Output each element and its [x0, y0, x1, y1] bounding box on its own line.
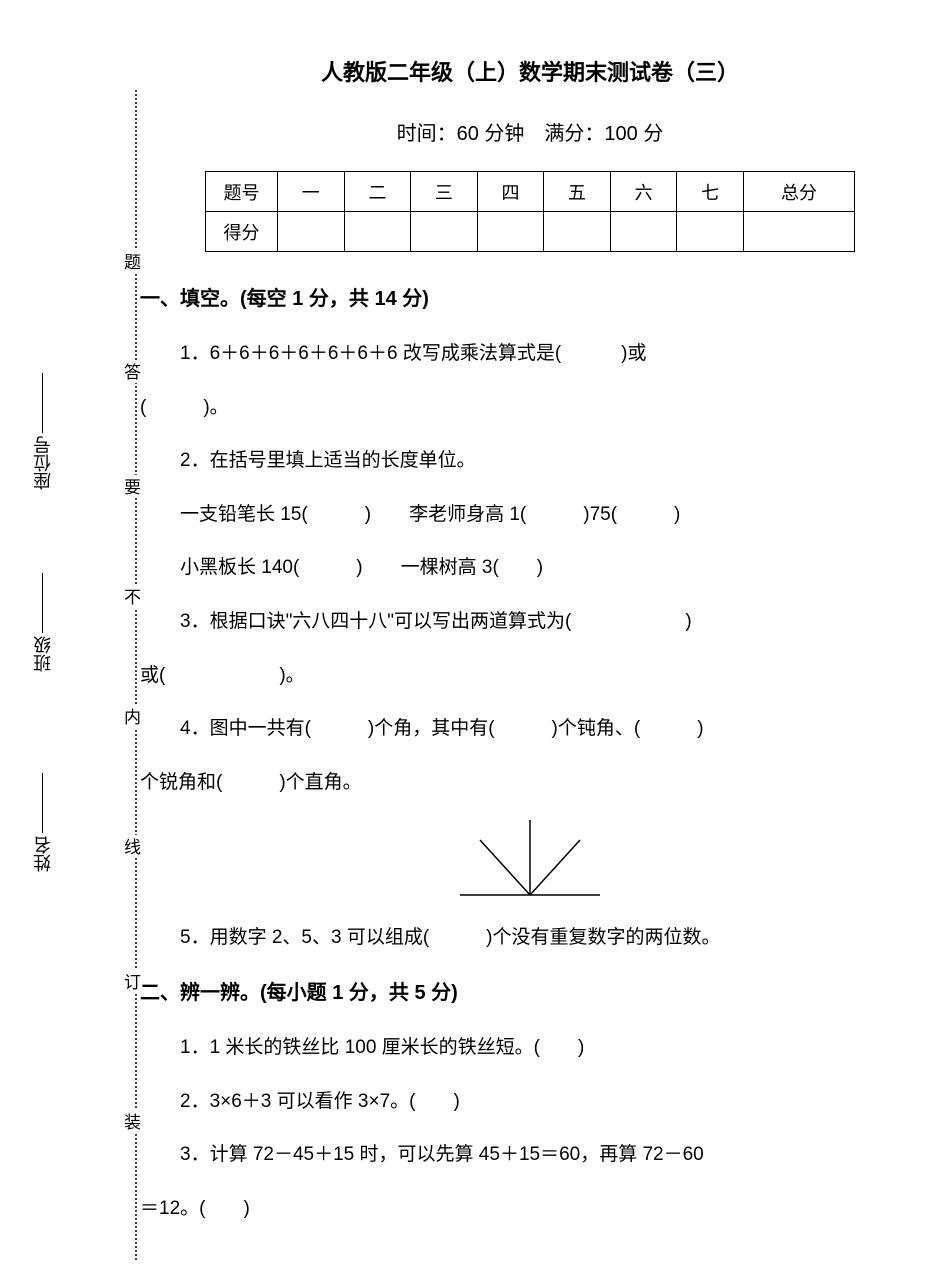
td-4: [477, 212, 544, 252]
angle-svg: [440, 815, 620, 900]
th-5: 五: [544, 172, 611, 212]
s1-q4-cont: 个锐角和( )个直角。: [140, 760, 910, 806]
th-4: 四: [477, 172, 544, 212]
s1-q3-cont: 或( )。: [140, 653, 910, 699]
binding-label-2: 答: [118, 360, 143, 383]
side-underline-1: [43, 373, 44, 433]
binding-label-3: 要: [118, 475, 143, 498]
binding-label-8: 装: [118, 1110, 143, 1133]
side-label-name-text: 姓名: [30, 836, 56, 872]
section1-header: 一、填空。(每空 1 分，共 14 分): [140, 282, 910, 311]
s1-q1-cont: ( )。: [140, 385, 910, 431]
th-7: 七: [677, 172, 744, 212]
binding-label-4: 不: [118, 585, 143, 608]
s1-q2-line2: 小黑板长 140( ) 一棵树高 3( ): [180, 545, 910, 591]
binding-label-6: 线: [118, 835, 143, 858]
side-underline-2: [43, 573, 44, 633]
td-7: [677, 212, 744, 252]
s1-q2-line1: 一支铅笔长 15( ) 李老师身高 1( )75( ): [180, 492, 910, 538]
page-content: 人教版二年级（上）数学期末测试卷（三） 时间：60 分钟 满分：100 分 题号…: [150, 55, 910, 1239]
side-label-name: 姓名: [30, 770, 56, 872]
side-label-class-text: 班级: [30, 636, 56, 672]
th-3: 三: [411, 172, 478, 212]
td-1: [278, 212, 345, 252]
td-5: [544, 212, 611, 252]
s1-q1-b: )或: [621, 343, 646, 364]
s2-q3-cont: ＝12。( ): [140, 1186, 910, 1232]
table-row-score: 得分: [206, 212, 855, 252]
binding-label-1: 题: [118, 250, 143, 273]
table-row-header: 题号 一 二 三 四 五 六 七 总分: [206, 172, 855, 212]
td-2: [344, 212, 411, 252]
s1-q1-a: 1．6＋6＋6＋6＋6＋6＋6 改写成乘法算式是(: [180, 343, 561, 364]
s1-q2: 2．在括号里填上适当的长度单位。: [180, 438, 910, 484]
side-label-seat-text: 座位号: [30, 436, 56, 490]
th-label: 题号: [206, 172, 278, 212]
td-total: [743, 212, 854, 252]
angle-diagram: [150, 815, 910, 900]
s1-q4: 4．图中一共有( )个角，其中有( )个钝角、( ): [180, 706, 910, 752]
side-label-class: 班级: [30, 570, 56, 672]
score-table: 题号 一 二 三 四 五 六 七 总分 得分: [205, 171, 855, 252]
s2-q3: 3．计算 72－45＋15 时，可以先算 45＋15＝60，再算 72－60: [180, 1132, 910, 1178]
td-6: [610, 212, 677, 252]
side-label-seat: 座位号: [30, 370, 56, 490]
s1-q3: 3．根据口诀"六八四十八"可以写出两道算式为( ): [180, 599, 910, 645]
td-3: [411, 212, 478, 252]
s2-q2: 2．3×6＋3 可以看作 3×7。( ): [180, 1079, 910, 1125]
binding-label-5: 内: [118, 705, 143, 728]
th-2: 二: [344, 172, 411, 212]
s1-q1: 1．6＋6＋6＋6＋6＋6＋6 改写成乘法算式是( )或: [180, 331, 910, 377]
td-score-label: 得分: [206, 212, 278, 252]
s2-q1: 1．1 米长的铁丝比 100 厘米长的铁丝短。( ): [180, 1025, 910, 1071]
s1-q5: 5．用数字 2、5、3 可以组成( )个没有重复数字的两位数。: [180, 915, 910, 961]
exam-subtitle: 时间：60 分钟 满分：100 分: [150, 117, 910, 146]
side-underline-3: [43, 773, 44, 833]
th-total: 总分: [743, 172, 854, 212]
th-6: 六: [610, 172, 677, 212]
th-1: 一: [278, 172, 345, 212]
section2-header: 二、辨一辨。(每小题 1 分，共 5 分): [140, 976, 910, 1005]
exam-title: 人教版二年级（上）数学期末测试卷（三）: [150, 55, 910, 87]
